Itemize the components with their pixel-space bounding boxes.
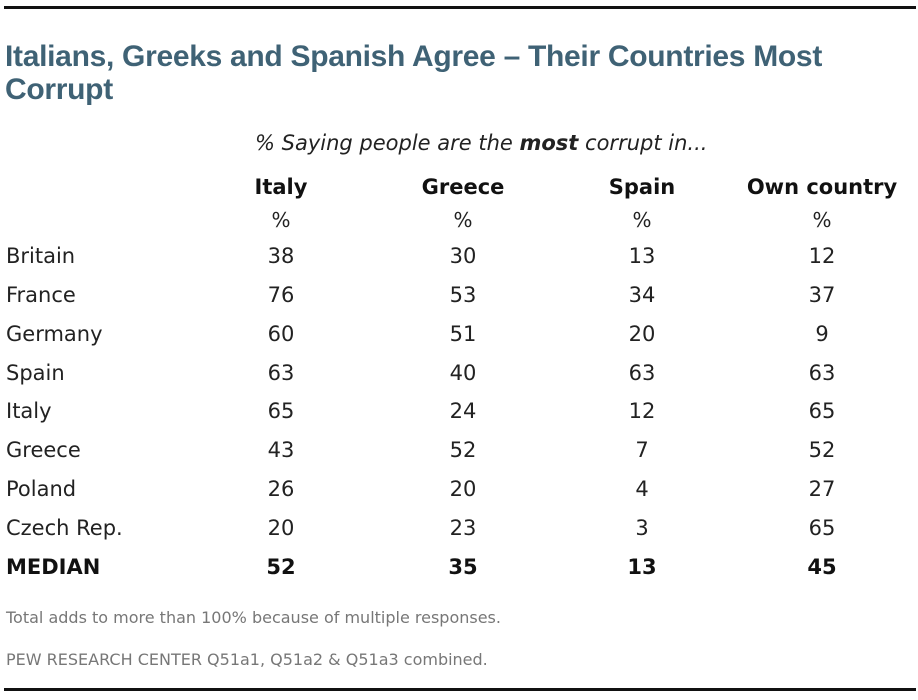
table-cell: 4: [635, 477, 649, 501]
table-cell: 53: [449, 283, 477, 307]
subtitle-prefix: % Saying people are the: [255, 131, 520, 155]
table-cell: 52: [449, 438, 477, 462]
table-cell: 7: [635, 438, 649, 462]
table-cell: 52: [266, 555, 296, 579]
table-cell: 63: [808, 361, 836, 385]
row-label: Spain: [6, 361, 65, 385]
column-header: Own country: [746, 175, 898, 199]
table-cell: 9: [815, 322, 829, 346]
table-cell: 60: [267, 322, 295, 346]
row-label: Greece: [6, 438, 81, 462]
table-cell: 65: [267, 399, 295, 423]
table-cell: 23: [449, 516, 477, 540]
bottom-rule: [4, 688, 916, 691]
table-cell: 65: [808, 399, 836, 423]
table-cell: 20: [449, 477, 477, 501]
table-cell: 65: [808, 516, 836, 540]
column-unit: %: [453, 208, 473, 232]
row-label: France: [6, 283, 76, 307]
column-unit: %: [632, 208, 652, 232]
table-cell: 51: [449, 322, 477, 346]
column-header: Italy: [254, 175, 308, 199]
column-header: Greece: [421, 175, 505, 199]
table-cell: 52: [808, 438, 836, 462]
row-label: Britain: [6, 244, 76, 268]
top-rule: [4, 6, 916, 9]
row-label: Italy: [6, 399, 52, 423]
table-cell: 20: [267, 516, 295, 540]
table-cell: 3: [635, 516, 649, 540]
table-cell: 76: [267, 283, 295, 307]
subtitle-suffix: corrupt in...: [578, 131, 708, 155]
table-cell: 63: [267, 361, 295, 385]
table-cell: 24: [449, 399, 477, 423]
table-cell: 13: [628, 244, 656, 268]
table-cell: 37: [808, 283, 836, 307]
table-cell: 43: [267, 438, 295, 462]
table-cell: 40: [449, 361, 477, 385]
table-cell: 45: [807, 555, 837, 579]
table-cell: 12: [628, 399, 656, 423]
row-label: MEDIAN: [6, 555, 101, 579]
table-cell: 26: [267, 477, 295, 501]
table-cell: 35: [448, 555, 478, 579]
table-cell: 30: [449, 244, 477, 268]
column-unit: %: [812, 208, 832, 232]
table-cell: 20: [628, 322, 656, 346]
chart-title: Italians, Greeks and Spanish Agree – The…: [5, 40, 823, 106]
table-cell: 38: [267, 244, 295, 268]
table-cell: 13: [627, 555, 657, 579]
table-subtitle: % Saying people are the most corrupt in.…: [255, 131, 707, 155]
table-cell: 27: [808, 477, 836, 501]
row-label: Poland: [6, 477, 77, 501]
table-cell: 12: [808, 244, 836, 268]
table-cell: 34: [628, 283, 656, 307]
table-cell: 63: [628, 361, 656, 385]
footnote: Total adds to more than 100% because of …: [6, 608, 501, 627]
subtitle-emphasis: most: [519, 131, 579, 155]
row-label: Czech Rep.: [6, 516, 123, 540]
column-header: Spain: [608, 175, 676, 199]
column-unit: %: [271, 208, 291, 232]
source-note: PEW RESEARCH CENTER Q51a1, Q51a2 & Q51a3…: [6, 650, 488, 669]
row-label: Germany: [6, 322, 103, 346]
